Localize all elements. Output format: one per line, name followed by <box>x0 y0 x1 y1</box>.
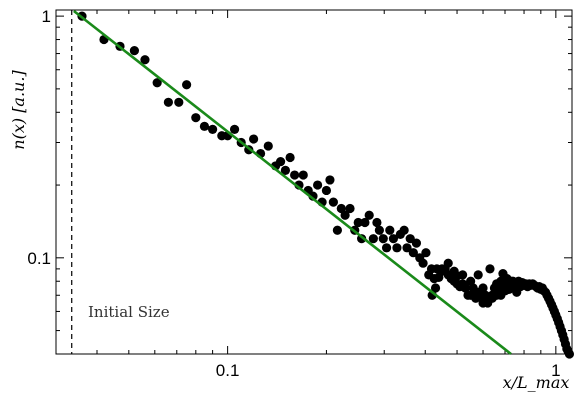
data-point <box>478 283 488 293</box>
x-axis-label: x/L_max <box>503 373 570 392</box>
data-point <box>345 203 355 214</box>
data-point <box>392 243 402 253</box>
initial-size-label: Initial Size <box>88 303 170 321</box>
data-point <box>285 152 295 163</box>
data-point <box>496 290 506 300</box>
data-point <box>411 238 422 248</box>
data-point <box>399 225 409 235</box>
y-tick-label: 0.1 <box>27 249 51 268</box>
data-point <box>458 279 468 289</box>
data-point <box>336 203 346 214</box>
data-point <box>353 217 363 228</box>
x-tick-label: 1 <box>551 361 560 380</box>
data-point <box>388 234 399 244</box>
data-point <box>280 165 291 175</box>
data-point <box>364 210 374 220</box>
data-point <box>325 175 335 185</box>
data-point <box>466 290 476 300</box>
data-point <box>498 269 508 279</box>
data-point <box>313 180 323 190</box>
data-point <box>564 349 575 359</box>
data-point <box>174 97 184 107</box>
data-point <box>473 270 483 280</box>
data-point <box>402 243 412 253</box>
data-point <box>199 121 210 131</box>
data-point <box>437 264 447 274</box>
data-point <box>487 293 497 303</box>
data-point <box>129 45 140 56</box>
data-point <box>508 276 518 286</box>
data-point <box>163 97 173 107</box>
data-point <box>140 55 150 65</box>
data-point <box>378 234 388 244</box>
fit-line <box>73 9 512 356</box>
data-point <box>275 157 286 167</box>
data-point <box>443 258 453 268</box>
axis-ticks <box>55 10 572 355</box>
data-point <box>421 248 431 258</box>
data-point <box>368 234 378 244</box>
data-point <box>360 217 370 228</box>
data-point <box>512 287 522 297</box>
data-point <box>430 283 441 293</box>
y-axis-label: n(x) [a.u.] <box>9 70 28 150</box>
data-point <box>504 284 514 295</box>
data-point <box>298 170 308 180</box>
data-point <box>449 266 459 276</box>
fit-line-layer <box>73 9 512 356</box>
data-point <box>418 258 428 268</box>
data-point <box>263 141 273 151</box>
data-point <box>208 124 218 134</box>
tick-labels: 0.1 1 0.1 1 <box>27 7 560 380</box>
data-point <box>408 248 418 258</box>
data-point <box>328 197 338 207</box>
data-point <box>152 78 162 88</box>
x-tick-label: 0.1 <box>216 361 240 380</box>
data-point <box>191 113 201 123</box>
data-point <box>340 210 350 220</box>
y-tick-label: 1 <box>42 7 51 26</box>
data-point <box>372 217 382 228</box>
data-point <box>374 225 384 235</box>
data-point <box>485 264 495 274</box>
data-point <box>321 185 332 196</box>
plot-frame <box>55 9 573 355</box>
data-point <box>381 243 392 253</box>
data-point <box>290 170 300 180</box>
data-point <box>385 225 395 235</box>
data-point <box>332 225 342 235</box>
data-point <box>229 124 240 134</box>
data-point <box>249 134 259 144</box>
data-point <box>182 80 192 90</box>
